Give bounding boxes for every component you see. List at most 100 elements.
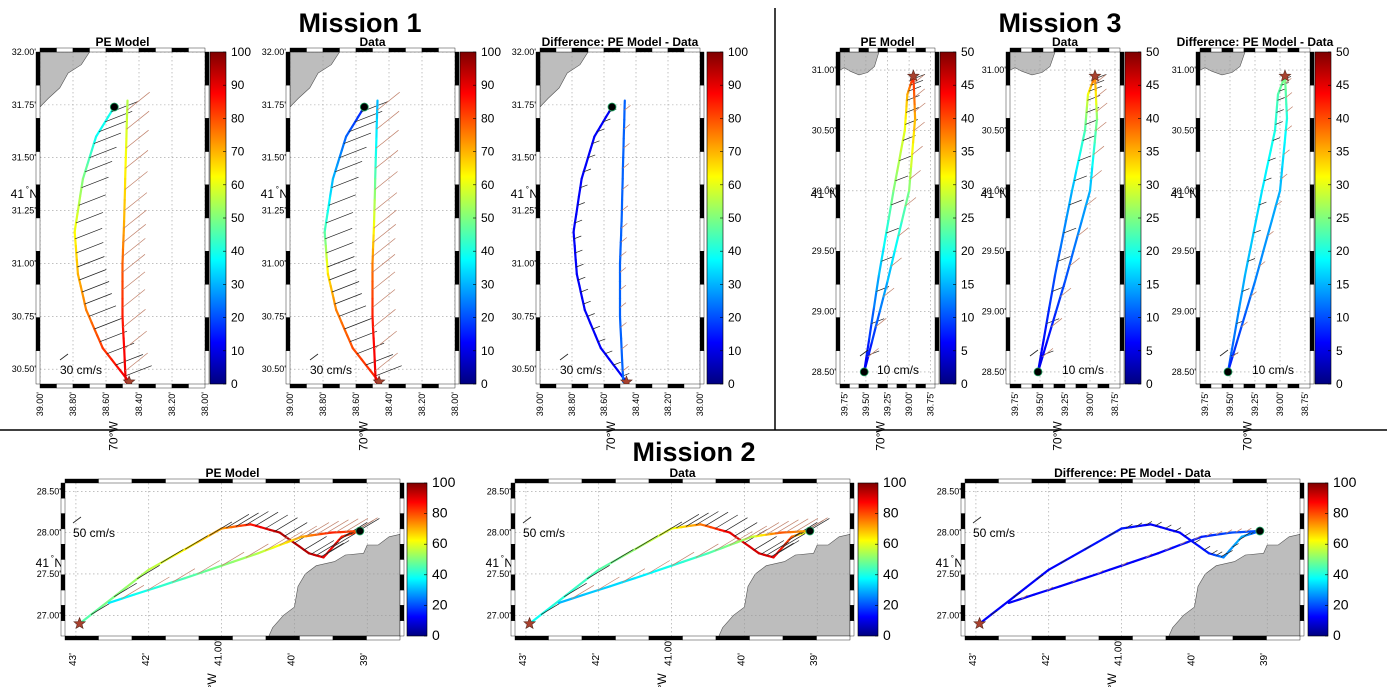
track-segment: [557, 597, 573, 605]
lat-degree-symbol: °: [1186, 185, 1189, 194]
track-segment: [1263, 169, 1268, 182]
map-border-segment: [619, 383, 637, 389]
map-border-segment: [1195, 350, 1201, 385]
velocity-arrow: [1060, 558, 1068, 564]
track-segment: [369, 369, 376, 378]
colorbar-tick-label: 40: [481, 244, 495, 258]
velocity-arrow: [610, 549, 634, 564]
panel-title: Data: [669, 466, 695, 480]
velocity-arrow: [573, 235, 582, 240]
track-segment: [105, 352, 113, 361]
velocity-arrow: [1276, 109, 1284, 113]
velocity-arrow: [592, 140, 600, 144]
map-border-segment: [835, 284, 841, 318]
map-border-segment: [1031, 635, 1066, 641]
track-segment: [1262, 235, 1269, 253]
map-border-segment: [60, 574, 66, 591]
track-segment: [1053, 260, 1059, 277]
map-border-segment: [1309, 84, 1315, 119]
map-border-segment: [438, 47, 456, 53]
velocity-arrow: [1093, 145, 1105, 155]
colorbar-tick-label: 45: [1336, 78, 1350, 92]
plot-background: [840, 52, 935, 384]
lat-major-label: 41: [981, 187, 995, 201]
tick-label-lat: 32.00': [262, 47, 287, 57]
track-segment: [1071, 548, 1087, 558]
track-segment: [123, 348, 126, 362]
scale-arrow: [559, 353, 569, 361]
velocity-arrow: [1165, 524, 1172, 529]
velocity-arrow: [372, 271, 396, 291]
track-segment: [1080, 204, 1087, 223]
velocity-arrow: [1090, 170, 1102, 180]
velocity-arrow: [344, 318, 372, 330]
track-segment: [908, 165, 913, 180]
tick-label-lon: 38.20': [663, 392, 673, 417]
panel-m3-difference: Difference: PE Model - Data 28.50' 29.00' 2…: [1171, 35, 1350, 451]
track-segment: [76, 265, 80, 276]
colorbar-gradient: [1307, 482, 1329, 637]
track-segment: [1020, 593, 1036, 600]
lat-major-label: 41: [1171, 187, 1185, 201]
colorbar-tick-label: 60: [481, 178, 495, 192]
map-border-segment: [98, 478, 133, 484]
track-segment: [682, 556, 698, 563]
mission-1-title: Mission 1: [298, 8, 421, 38]
velocity-arrow: [1057, 256, 1071, 262]
tick-label-lon: 39.75': [839, 392, 849, 417]
velocity-arrow: [124, 192, 148, 211]
map-border-segment: [964, 478, 999, 484]
track-segment: [83, 163, 89, 173]
map-border-segment: [510, 605, 516, 621]
map-border-segment: [535, 217, 541, 252]
velocity-arrow: [620, 251, 627, 257]
velocity-arrow: [571, 584, 595, 600]
velocity-arrow: [374, 365, 402, 377]
velocity-arrow: [587, 313, 595, 317]
map-border-segment: [421, 47, 439, 53]
track-segment: [330, 177, 334, 189]
tick-label-lon: 38.40': [384, 392, 394, 417]
lon-major-label: 70°W: [1241, 421, 1255, 451]
velocity-arrow: [577, 276, 586, 281]
map-border-segment: [1298, 383, 1311, 389]
map-border-segment: [510, 528, 516, 545]
velocity-arrow: [1272, 137, 1281, 141]
map-border-segment: [388, 383, 406, 389]
map-border-segment: [849, 513, 855, 530]
velocity-arrow: [316, 520, 339, 536]
track-segment: [371, 326, 375, 340]
tick-label-lon: 39': [359, 653, 370, 666]
map-border-segment: [204, 284, 210, 318]
map-border-segment: [1195, 51, 1201, 86]
track-segment: [90, 321, 96, 331]
map-border-segment: [1299, 513, 1305, 530]
track-segment: [878, 295, 885, 313]
map-border-segment: [399, 574, 405, 591]
tick-label-lon: 38.40': [134, 392, 144, 417]
lon-major-label: 70°W: [1051, 421, 1065, 451]
lat-hemisphere-label: N: [999, 187, 1008, 201]
tick-label-lon: 38.40': [631, 392, 641, 417]
lat-major-label: 41: [36, 556, 50, 570]
track-segment: [1068, 189, 1074, 206]
velocity-arrow: [279, 531, 303, 546]
panel-title: Difference: PE Model - Data: [1054, 466, 1211, 480]
velocity-arrow: [373, 330, 397, 350]
colorbar: 0 5 10 15 20 25 30 35 40 45 50: [1124, 45, 1160, 391]
map-border-segment: [1298, 47, 1311, 53]
map-border-segment: [934, 118, 940, 152]
track-segment: [1045, 585, 1061, 592]
velocity-arrow: [914, 102, 926, 112]
colorbar-tick-label: 10: [1336, 311, 1350, 325]
velocity-arrow: [115, 354, 144, 366]
velocity-arrow: [564, 582, 587, 598]
track-segment: [1076, 219, 1083, 238]
map-border-segment: [122, 383, 140, 389]
velocity-arrow: [1203, 545, 1211, 551]
velocity-arrow: [114, 582, 137, 598]
track-segment: [158, 581, 174, 588]
tick-label-lat: 27.00': [487, 610, 512, 620]
track-segment: [670, 560, 685, 567]
velocity-arrow: [334, 293, 362, 305]
